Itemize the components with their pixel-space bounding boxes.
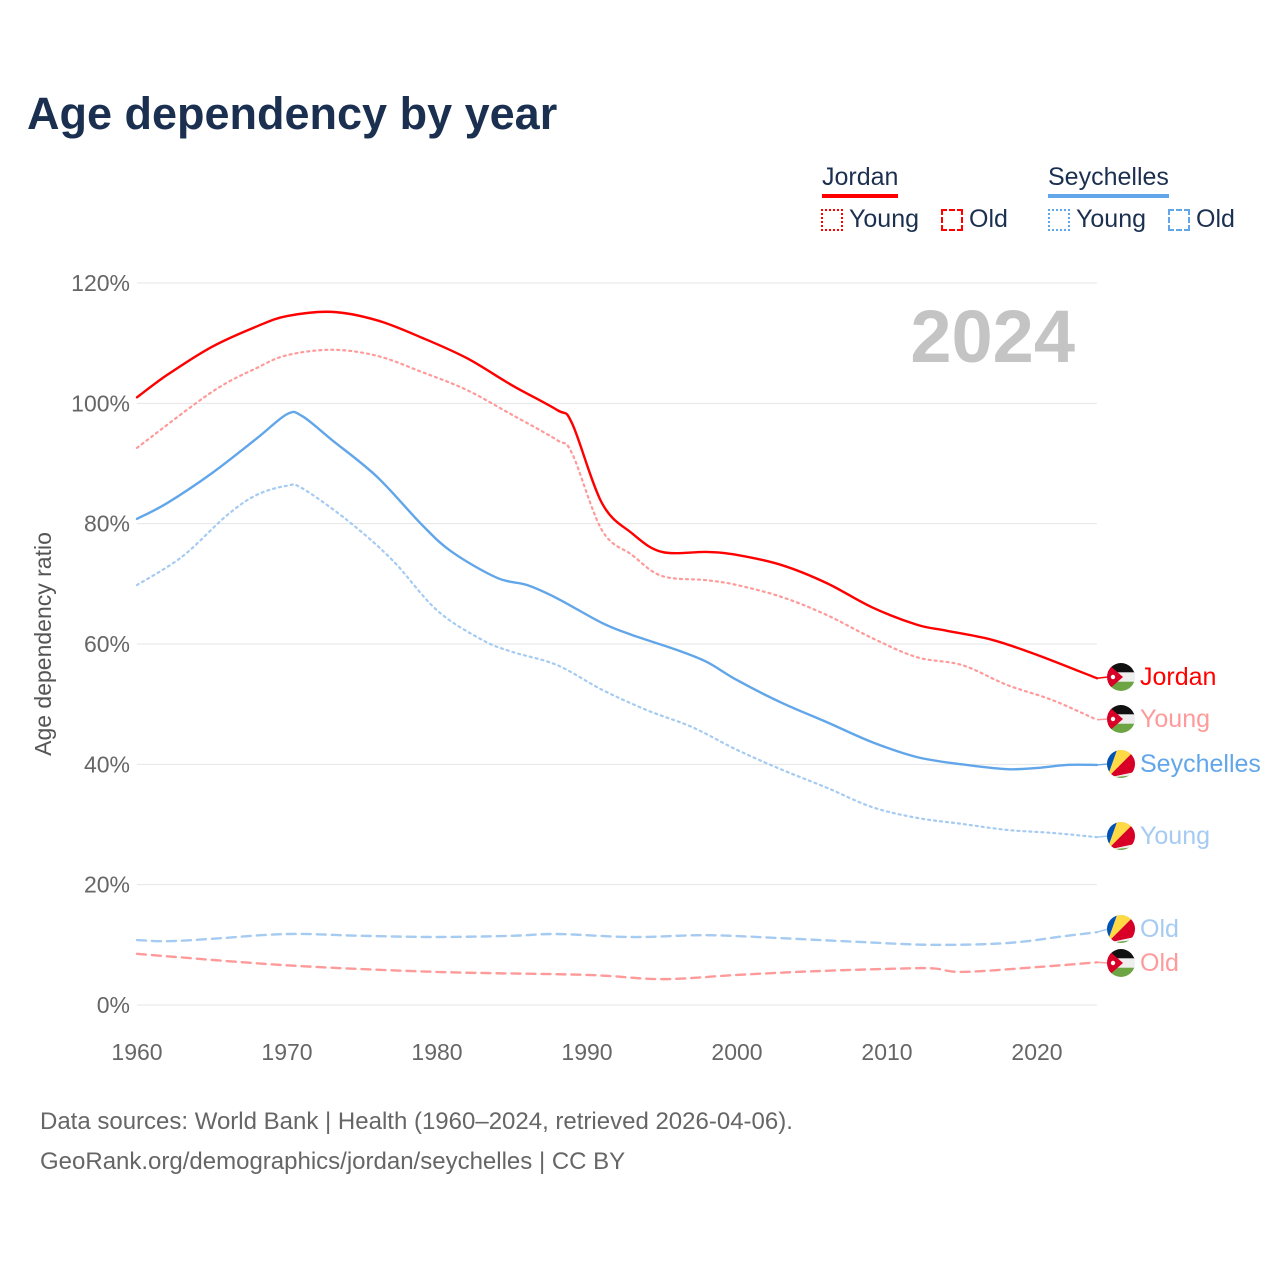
series-end-label-seychelles-old: Old <box>1140 915 1179 943</box>
series-end-label-jordan-old: Old <box>1140 949 1179 977</box>
label-connector <box>1096 676 1109 680</box>
series-line-seychelles[interactable] <box>135 410 1099 771</box>
label-connector <box>1096 763 1109 766</box>
y-tick-label: 100% <box>71 390 130 416</box>
x-tick-label: 2020 <box>1011 1039 1062 1065</box>
y-tick-label: 20% <box>84 872 130 898</box>
legend-seychelles[interactable]: Seychelles <box>1048 163 1169 198</box>
label-connector <box>1096 928 1109 933</box>
x-tick-label: 2010 <box>861 1039 912 1065</box>
dotted-swatch-icon <box>821 208 843 231</box>
label-connector <box>1096 961 1109 964</box>
footer-sources: Data sources: World Bank | Health (1960–… <box>40 1108 793 1135</box>
label-connector <box>1096 835 1109 838</box>
legend-seychelles-old[interactable]: Old <box>1168 205 1235 234</box>
series-line-jordan-young[interactable] <box>135 348 1099 721</box>
legend-label: Young <box>849 205 919 233</box>
jordan-flag-icon <box>1107 949 1135 978</box>
series-line-seychelles-old[interactable] <box>135 930 1099 947</box>
legend-jordan-old[interactable]: Old <box>941 205 1008 234</box>
footer-link[interactable]: GeoRank.org/demographics/jordan/seychell… <box>40 1148 626 1175</box>
series-end-label-seychelles: Seychelles <box>1140 750 1261 778</box>
jordan-flag-icon <box>1107 705 1135 734</box>
series-end-label-seychelles-young: Young <box>1140 822 1210 850</box>
jordan-flag-icon <box>1107 663 1135 692</box>
series-line-seychelles-young[interactable] <box>135 483 1099 839</box>
line-chart: 0% 20% 40% 60% 80% 100% 120% 1960 1970 1980 1990 20… <box>30 270 1261 1065</box>
y-axis-label: Age dependency ratio <box>30 532 56 756</box>
y-tick-label: 120% <box>71 270 130 296</box>
series-end-label-jordan-young: Young <box>1140 705 1210 733</box>
legend-label: Young <box>1076 205 1146 233</box>
year-watermark: 2024 <box>910 295 1075 378</box>
x-tick-label: 1980 <box>411 1039 462 1065</box>
x-tick-label: 1960 <box>111 1039 162 1065</box>
legend-seychelles-young[interactable]: Young <box>1048 205 1146 234</box>
x-tick-label: 2000 <box>711 1039 762 1065</box>
seychelles-flag-icon <box>1107 750 1135 778</box>
legend-jordan[interactable]: Jordan <box>822 163 899 198</box>
x-tick-label: 1990 <box>561 1039 612 1065</box>
series-end-label-jordan: Jordan <box>1140 663 1216 691</box>
dashed-swatch-icon <box>941 208 963 231</box>
legend-label: Old <box>969 205 1008 233</box>
y-tick-label: 40% <box>84 751 130 777</box>
legend-label: Old <box>1196 205 1235 233</box>
y-tick-label: 60% <box>84 631 130 657</box>
seychelles-flag-icon <box>1107 915 1135 943</box>
series-line-jordan-old[interactable] <box>135 952 1099 981</box>
y-tick-label: 0% <box>97 992 130 1018</box>
series-line-jordan[interactable] <box>135 310 1099 680</box>
y-tick-label: 80% <box>84 511 130 537</box>
dashed-swatch-icon <box>1168 208 1190 231</box>
chart-title: Age dependency by year <box>27 88 558 139</box>
legend-jordan-young[interactable]: Young <box>821 205 919 234</box>
label-connector <box>1096 718 1109 721</box>
seychelles-flag-icon <box>1107 822 1135 850</box>
x-tick-label: 1970 <box>261 1039 312 1065</box>
dotted-swatch-icon <box>1048 208 1070 231</box>
